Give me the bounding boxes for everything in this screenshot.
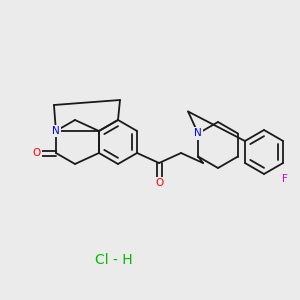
Text: Cl - H: Cl - H bbox=[95, 253, 133, 266]
Text: F: F bbox=[282, 174, 288, 184]
Text: N: N bbox=[194, 128, 202, 139]
Text: O: O bbox=[155, 178, 163, 188]
Text: N: N bbox=[52, 126, 60, 136]
Text: O: O bbox=[33, 148, 41, 158]
